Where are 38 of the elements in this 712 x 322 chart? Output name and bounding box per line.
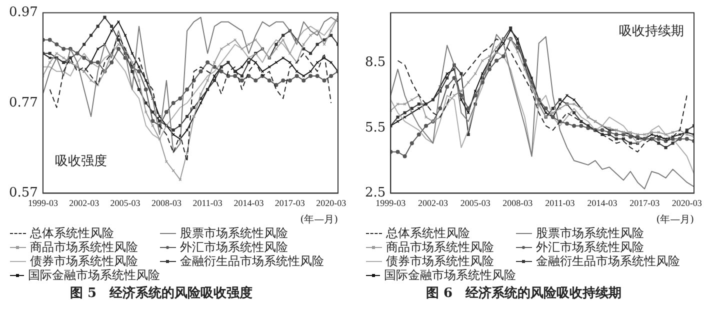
legend-label: 商品市场系统性风险: [386, 240, 494, 254]
x-tick-label: 2002-03: [418, 198, 448, 208]
legend-label: 外汇市场系统性风险: [180, 240, 288, 254]
text: 图 6 经济系统的风险吸收持续期: [426, 284, 622, 302]
y-tick-label: 0.77: [8, 95, 38, 110]
legend-label: 国际金融市场系统性风险: [28, 268, 160, 282]
x-tick-label: 2014-03: [234, 198, 264, 208]
legend-label: 金融衍生品市场系统性风险: [536, 254, 680, 268]
x-tick-label: 2020-03: [672, 198, 702, 208]
legend-label: 股票市场系统性风险: [536, 226, 644, 240]
legend-label: 外汇市场系统性风险: [536, 240, 644, 254]
x-axis-title: (年—月): [656, 214, 694, 226]
x-tick-label: 2005-03: [460, 198, 491, 208]
legend-label: 债券市场系统性风险: [30, 254, 138, 268]
legend-label: 债券市场系统性风险: [386, 254, 494, 268]
x-tick-label: 2020-03: [316, 198, 347, 208]
x-tick-label: 2008-03: [151, 198, 182, 208]
annotation: 吸收强度: [54, 153, 107, 170]
x-tick-label: 2011-03: [545, 198, 576, 208]
legend-label: 国际金融市场系统性风险: [384, 268, 516, 282]
x-tick-label: 2005-03: [110, 198, 141, 208]
y-tick-label: 0.97: [8, 5, 38, 20]
legend-label: 总体系统性风险: [30, 226, 114, 240]
y-tick-label: 8.5: [364, 55, 386, 70]
x-axis-title: (年—月): [300, 214, 338, 226]
x-tick-label: 2017-03: [274, 198, 306, 208]
x-tick-label: 2014-03: [587, 198, 618, 208]
x-tick-label: 2008-03: [502, 198, 534, 208]
x-tick-label: 2011-03: [192, 198, 223, 208]
legend-label: 商品市场系统性风险: [30, 240, 138, 254]
x-tick-label: 2017-03: [630, 198, 660, 208]
annotation: 吸收持续期: [619, 24, 684, 39]
legend-label: 金融衍生品市场系统性风险: [180, 254, 324, 268]
x-tick-label: 2002-03: [69, 198, 100, 208]
legend-label: 股票市场系统性风险: [180, 226, 288, 240]
text: 图 5 经济系统的风险吸收强度: [70, 284, 253, 302]
y-tick-label: 5.5: [364, 120, 386, 136]
legend-label: 总体系统性风险: [386, 226, 470, 240]
